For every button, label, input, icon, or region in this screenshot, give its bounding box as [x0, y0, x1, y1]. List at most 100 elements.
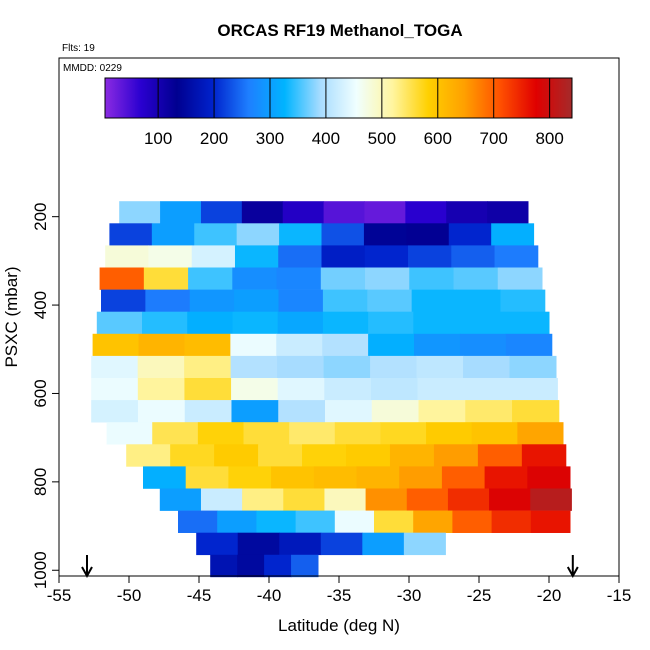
cell	[189, 289, 235, 312]
cell	[320, 267, 366, 290]
cell	[91, 377, 139, 401]
cell	[197, 422, 245, 445]
cell	[367, 289, 413, 312]
cell	[441, 466, 486, 489]
y-tick-label: 1000	[31, 551, 50, 589]
cell	[418, 400, 466, 423]
cell	[148, 245, 193, 268]
cell	[447, 488, 490, 511]
cell	[365, 488, 408, 511]
cell	[302, 444, 347, 467]
colorbar-tick-label: 100	[144, 129, 172, 148]
cell	[143, 267, 189, 290]
cell	[279, 223, 322, 246]
cell	[234, 289, 280, 312]
cell	[323, 201, 365, 224]
cell	[217, 510, 257, 533]
cell	[191, 245, 236, 268]
cell	[313, 466, 357, 489]
cell	[243, 422, 290, 445]
cell	[320, 532, 363, 556]
cell	[231, 377, 279, 401]
cell	[188, 267, 233, 290]
cell	[105, 245, 149, 268]
x-tick-label: -15	[607, 586, 632, 605]
colorbar	[104, 77, 573, 119]
cell	[356, 466, 400, 489]
cell	[380, 422, 427, 445]
cell	[184, 377, 232, 401]
cell	[92, 333, 140, 357]
cell	[414, 333, 461, 357]
cell	[101, 289, 146, 312]
cell	[406, 488, 449, 511]
x-tick-label: -30	[397, 586, 422, 605]
y-tick-label: 400	[31, 291, 50, 319]
cell	[282, 201, 325, 224]
cell	[510, 377, 558, 401]
cell	[185, 466, 229, 489]
cell	[405, 201, 447, 224]
colorbar-tick-label: 400	[312, 129, 340, 148]
cell	[323, 355, 371, 379]
cell	[91, 400, 139, 423]
x-tick-label: -55	[47, 586, 72, 605]
cell	[137, 377, 185, 401]
cell	[451, 245, 496, 268]
cell	[371, 400, 420, 423]
x-tick-label: -50	[117, 586, 142, 605]
cell	[276, 267, 322, 290]
cell	[137, 400, 186, 423]
cell	[160, 201, 202, 224]
cell	[289, 422, 336, 445]
cell	[324, 377, 372, 401]
cell	[463, 355, 511, 379]
cell	[334, 422, 381, 445]
cell	[497, 267, 543, 290]
cell	[530, 510, 571, 533]
cell	[489, 488, 531, 511]
cell	[512, 400, 560, 423]
cell	[200, 488, 243, 511]
cell	[509, 355, 557, 379]
cell	[278, 289, 324, 312]
cell	[230, 355, 278, 379]
x-axis-label: Latitude (deg N)	[278, 616, 400, 635]
cell	[276, 333, 323, 357]
cell	[464, 377, 512, 401]
x-tick-label: -20	[537, 586, 562, 605]
cell	[346, 444, 391, 467]
cell	[196, 532, 239, 556]
cell	[416, 355, 464, 379]
cell	[214, 444, 259, 467]
colorbar-tick-label: 500	[368, 129, 396, 148]
cell	[413, 510, 453, 533]
colorbar-tick-label: 300	[256, 129, 284, 148]
cell	[271, 466, 315, 489]
cell	[321, 245, 366, 268]
cell	[321, 223, 365, 246]
cell	[500, 289, 546, 312]
cell	[322, 333, 369, 357]
y-axis-label: PSXC (mbar)	[2, 266, 21, 367]
cell	[184, 400, 232, 423]
cell	[517, 422, 564, 445]
cell	[99, 267, 145, 290]
cell	[187, 311, 233, 335]
cell	[491, 223, 535, 246]
cell	[363, 223, 407, 246]
cell	[228, 466, 272, 489]
cell	[264, 554, 292, 578]
cell	[277, 311, 324, 335]
colorbar-tick-label: 600	[424, 129, 452, 148]
x-tick-label: -35	[327, 586, 352, 605]
cell	[334, 510, 375, 533]
cell	[232, 311, 279, 335]
chart-title: ORCAS RF19 Methanol_TOGA	[217, 21, 462, 40]
cell	[159, 488, 202, 511]
cell	[106, 422, 153, 445]
cell	[283, 488, 325, 511]
colorbar-tick-label: 700	[480, 129, 508, 148]
cell	[448, 223, 492, 246]
